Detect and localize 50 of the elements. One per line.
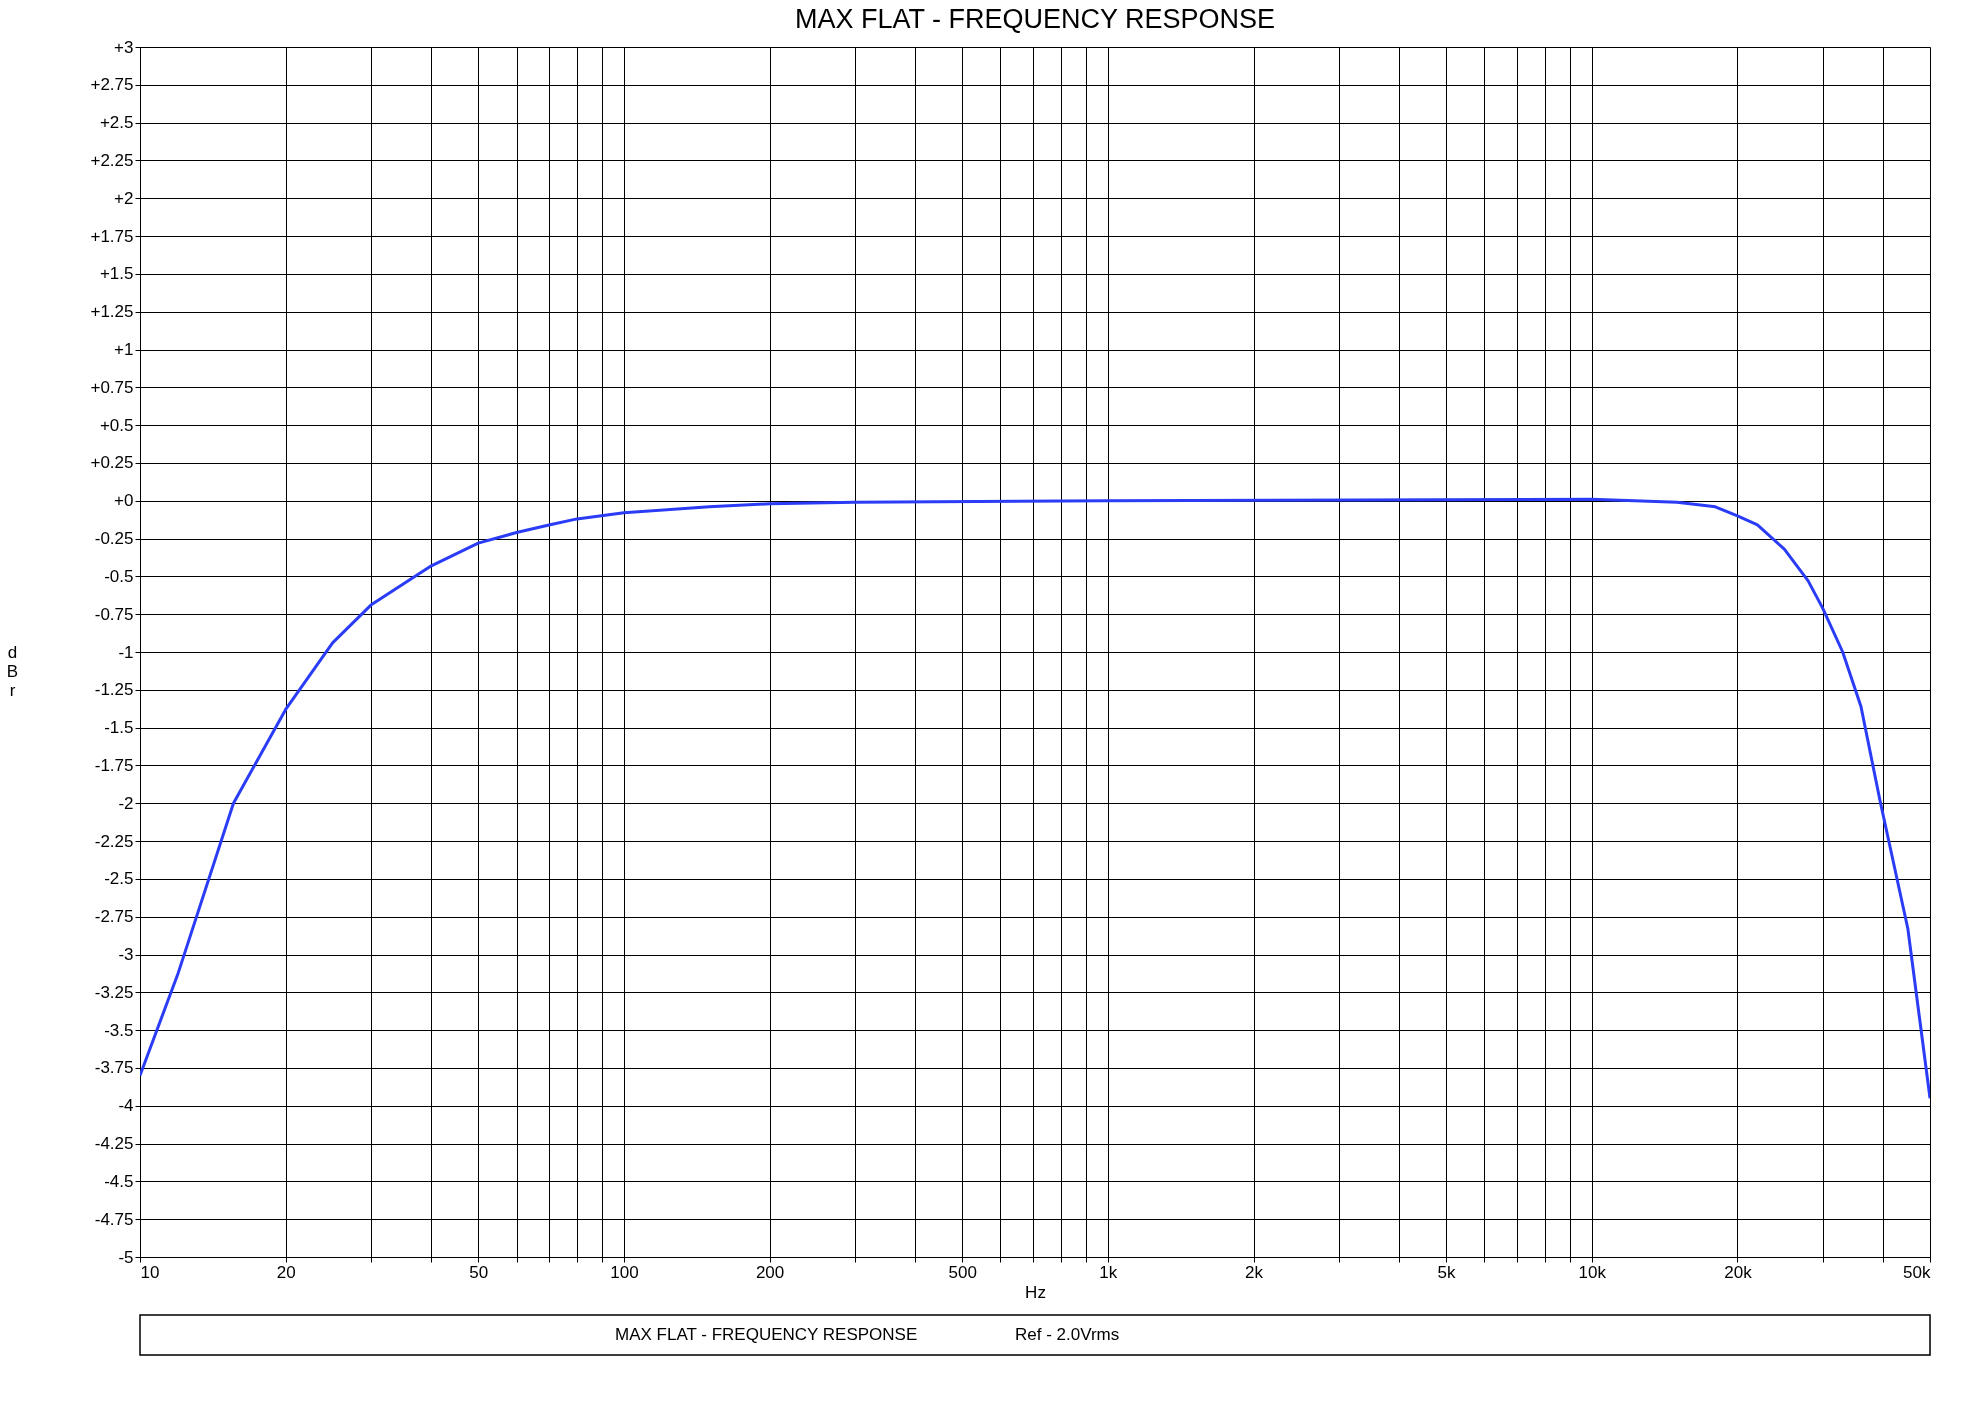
y-tick-label: -0.75 bbox=[94, 604, 134, 624]
y-tick-label: +1.25 bbox=[90, 302, 134, 322]
y-tick-label: +2 bbox=[114, 188, 134, 208]
x-tick-label: 50 bbox=[469, 1262, 489, 1282]
x-tick-label: 1k bbox=[1099, 1262, 1118, 1282]
y-tick-label: -1.75 bbox=[94, 755, 134, 775]
x-tick-label: 20 bbox=[276, 1262, 296, 1282]
y-tick-label: -3.75 bbox=[94, 1058, 134, 1078]
y-axis-title: dBr bbox=[6, 642, 19, 700]
x-tick-label: 500 bbox=[948, 1262, 977, 1282]
y-tick-label: -1 bbox=[118, 642, 134, 662]
y-tick-label: +2.75 bbox=[90, 75, 134, 95]
y-tick-label: +0.25 bbox=[90, 453, 134, 473]
y-tick-label: -0.5 bbox=[104, 566, 134, 586]
x-axis-title: Hz bbox=[1025, 1282, 1046, 1302]
x-tick-label: 20k bbox=[1724, 1262, 1753, 1282]
y-tick-label: +0.75 bbox=[90, 377, 134, 397]
y-tick-label: -1.25 bbox=[94, 680, 134, 700]
x-tick-label: 2k bbox=[1245, 1262, 1264, 1282]
y-tick-label: -4.25 bbox=[94, 1134, 134, 1154]
y-tick-label: -5 bbox=[118, 1247, 134, 1267]
chart-title: MAX FLAT - FREQUENCY RESPONSE bbox=[794, 4, 1276, 34]
y-tick-label: -4 bbox=[118, 1096, 134, 1116]
y-tick-label: -0.25 bbox=[94, 529, 134, 549]
y-tick-label: -1.5 bbox=[104, 718, 134, 738]
y-tick-label: -2 bbox=[118, 793, 134, 813]
y-tick-label: -2.5 bbox=[104, 869, 134, 889]
y-tick-label: +1.5 bbox=[99, 264, 134, 284]
y-tick-label: +0 bbox=[114, 491, 134, 511]
y-tick-label: -3.5 bbox=[104, 1020, 134, 1040]
y-tick-label: +1 bbox=[114, 340, 134, 359]
y-tick-label: -3.25 bbox=[94, 982, 134, 1002]
y-tick-label: +2.5 bbox=[99, 113, 134, 133]
y-tick-label: +2.25 bbox=[90, 150, 134, 170]
y-tick-label: -3 bbox=[118, 945, 134, 964]
x-tick-label: 10k bbox=[1578, 1262, 1607, 1282]
x-tick-label: 5k bbox=[1437, 1262, 1457, 1282]
text: MAX FLAT - FREQUENCY RESPONSE bbox=[615, 1325, 918, 1344]
y-tick-label: -2.25 bbox=[94, 831, 134, 851]
y-tick-label: +3 bbox=[114, 37, 134, 57]
x-tick-label: 100 bbox=[610, 1262, 639, 1282]
x-tick-label: 10 bbox=[140, 1262, 160, 1282]
x-tick-label: 50k bbox=[1903, 1262, 1931, 1282]
y-tick-label: -4.5 bbox=[104, 1171, 134, 1191]
y-tick-label: -4.75 bbox=[94, 1209, 134, 1229]
x-tick-label: 200 bbox=[755, 1262, 785, 1282]
text: Ref - 2.0Vrms bbox=[1015, 1325, 1120, 1344]
y-tick-label: +0.5 bbox=[99, 415, 134, 435]
y-tick-label: +1.75 bbox=[90, 226, 134, 246]
y-tick-label: -2.75 bbox=[94, 907, 134, 927]
